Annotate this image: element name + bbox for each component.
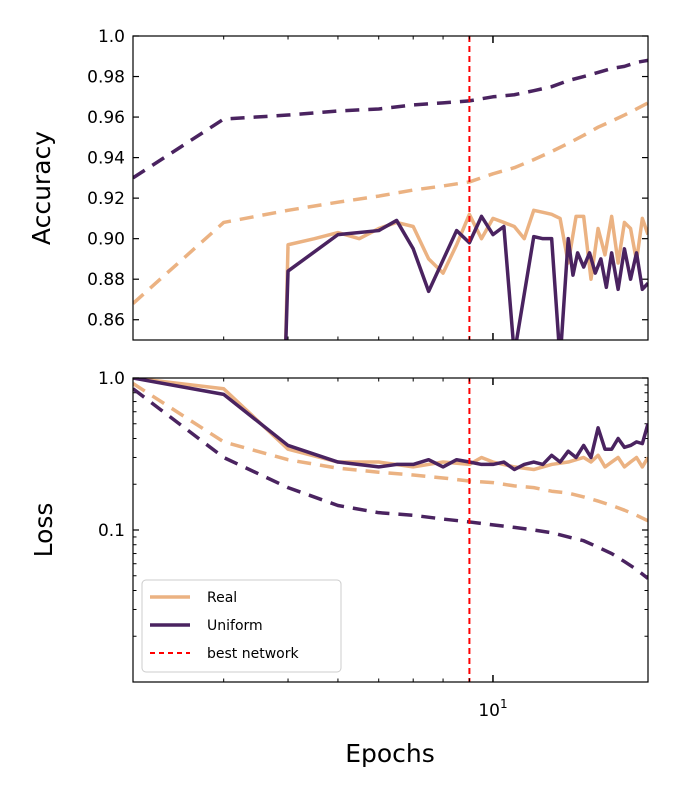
accuracy-y-tick-label: 0.90 [87, 230, 125, 250]
accuracy-y-tick-label: 0.94 [87, 149, 125, 169]
accuracy-y-tick-label: 0.92 [87, 189, 125, 209]
loss-series [133, 378, 648, 580]
loss-y-tick-label: 0.1 [98, 521, 125, 541]
legend-label-real: Real [207, 590, 237, 606]
loss-y-tick-label: 1.0 [98, 369, 125, 389]
legend: Real Uniform best network [141, 579, 342, 673]
loss-line-uniform-train [133, 387, 648, 580]
loss-line-real [133, 378, 648, 472]
accuracy-y-tick-label: 0.88 [87, 270, 125, 290]
accuracy-series [133, 58, 648, 340]
legend-label-uniform: Uniform [207, 618, 263, 634]
x-axis-label: Epochs [345, 739, 435, 768]
accuracy-line-uniform-train [133, 58, 648, 180]
loss-panel: 0.1 1.0 Loss Real Uniform best network [29, 369, 649, 683]
accuracy-panel: 0.86 0.88 0.90 0.92 0.94 0.96 0.98 1.0 Accuracy [27, 27, 649, 341]
loss-line-uniform [133, 378, 648, 472]
accuracy-y-tick-label: 0.96 [87, 108, 125, 128]
accuracy-frame [132, 35, 649, 341]
accuracy-ylabel: Accuracy [27, 131, 56, 245]
legend-box [141, 579, 342, 673]
accuracy-y-tick-label: 0.98 [87, 68, 125, 88]
x-tick-label-10: 101 [478, 697, 507, 721]
loss-ylabel: Loss [29, 503, 58, 558]
accuracy-line-real-train [133, 101, 648, 305]
loss-frame [132, 377, 649, 683]
legend-label-best-network: best network [207, 646, 299, 662]
accuracy-ticks: 0.86 0.88 0.90 0.92 0.94 0.96 0.98 1.0 [87, 27, 648, 331]
loss-line-real-train [133, 382, 648, 523]
x-tick-label-exponent: 1 [500, 697, 508, 711]
accuracy-line-uniform [284, 214, 648, 340]
accuracy-y-tick-label: 0.86 [87, 311, 125, 331]
accuracy-y-tick-label: 1.0 [98, 27, 125, 47]
